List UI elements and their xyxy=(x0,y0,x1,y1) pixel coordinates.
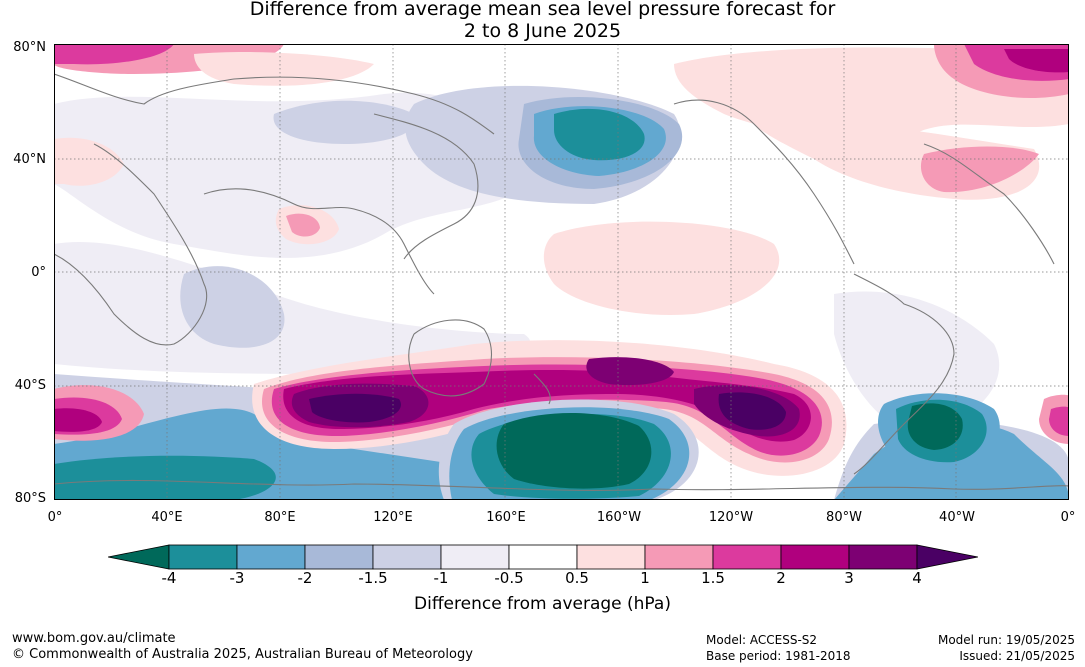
colorbar-tick-label: -3 xyxy=(229,569,245,587)
anomaly-region xyxy=(273,100,416,144)
anomaly-region xyxy=(194,52,374,86)
lon-label: 80°W xyxy=(826,510,862,525)
anomaly-region xyxy=(54,408,102,432)
lon-label: 80°E xyxy=(264,510,296,525)
colorbar-tick-label: -1.5 xyxy=(358,569,388,587)
lat-label-80s: 80°S xyxy=(14,491,46,506)
copyright-text: © Commonwealth of Australia 2025, Austra… xyxy=(12,647,473,662)
lat-label-40n: 40°N xyxy=(13,152,46,167)
colorbar-swatch xyxy=(780,544,850,570)
anomaly-region xyxy=(180,266,285,348)
colorbar-swatch xyxy=(644,544,714,570)
anomaly-region xyxy=(907,403,963,450)
website-link[interactable]: www.bom.gov.au/climate xyxy=(12,631,176,646)
colorbar-swatch xyxy=(712,544,782,570)
anomaly-region xyxy=(554,108,645,161)
graticule xyxy=(54,44,1069,500)
chart-title: Difference from average mean sea level p… xyxy=(249,0,836,20)
colorbar-swatch xyxy=(372,544,442,570)
anomaly-region xyxy=(54,455,276,500)
colorbar-tick-label: -1 xyxy=(433,569,449,587)
colorbar-tick-label: 1 xyxy=(640,569,650,587)
lon-label: 160°E xyxy=(486,510,526,525)
anomaly-region xyxy=(1004,49,1069,73)
colorbar-swatch xyxy=(440,544,510,570)
issued-date: Issued: 21/05/2025 xyxy=(959,649,1075,663)
colorbar-extension-high xyxy=(916,544,978,570)
anomaly-region xyxy=(920,146,1039,193)
anomaly-region xyxy=(496,412,652,489)
anomaly-region xyxy=(586,357,674,386)
colorbar-tick-label: 3 xyxy=(844,569,854,587)
colorbar-tick-label: -2 xyxy=(297,569,313,587)
colorbar-swatch xyxy=(168,544,238,570)
lon-label: 0° xyxy=(1060,510,1076,525)
colorbar-extension-low xyxy=(108,544,170,570)
lon-label: 40°E xyxy=(151,510,183,525)
anomaly-region xyxy=(543,221,780,315)
colorbar-swatch xyxy=(236,544,306,570)
anomaly-region xyxy=(54,44,174,65)
colorbar-tick-label: -0.5 xyxy=(494,569,524,587)
colorbar-swatch xyxy=(576,544,646,570)
colorbar-tick-label: 4 xyxy=(912,569,922,587)
colorbar-tick-label: -4 xyxy=(161,569,177,587)
lat-label-equator: 0° xyxy=(31,265,46,280)
model-name: Model: ACCESS-S2 xyxy=(706,633,818,647)
base-period: Base period: 1981-2018 xyxy=(706,649,851,663)
model-run-date: Model run: 19/05/2025 xyxy=(937,633,1075,647)
lon-label: 120°W xyxy=(708,510,754,525)
lon-label: 160°W xyxy=(596,510,642,525)
lon-label: 40°W xyxy=(939,510,975,525)
anomaly-region xyxy=(1049,406,1069,436)
colorbar-tick-label: 2 xyxy=(776,569,786,587)
pressure-anomaly-map xyxy=(54,44,1069,500)
anomaly-region xyxy=(718,392,786,430)
anomaly-region xyxy=(286,213,320,237)
colorbar-legend xyxy=(108,544,978,570)
colorbar-swatch xyxy=(508,544,578,570)
colorbar-tick-label: 1.5 xyxy=(701,569,725,587)
colorbar-swatch xyxy=(304,544,374,570)
colorbar-swatch xyxy=(848,544,918,570)
coastlines xyxy=(54,73,1069,491)
lon-label: 0° xyxy=(47,510,63,525)
anomaly-region xyxy=(309,393,401,423)
colorbar-title: Difference from average (hPa) xyxy=(414,594,671,614)
anomaly-region xyxy=(54,137,124,186)
lat-label-80n: 80°N xyxy=(13,40,46,55)
lon-label: 120°E xyxy=(373,510,413,525)
colorbar-tick-label: 0.5 xyxy=(565,569,589,587)
chart-subtitle-date-range: 2 to 8 June 2025 xyxy=(463,20,622,42)
lat-label-40s: 40°S xyxy=(14,378,46,393)
